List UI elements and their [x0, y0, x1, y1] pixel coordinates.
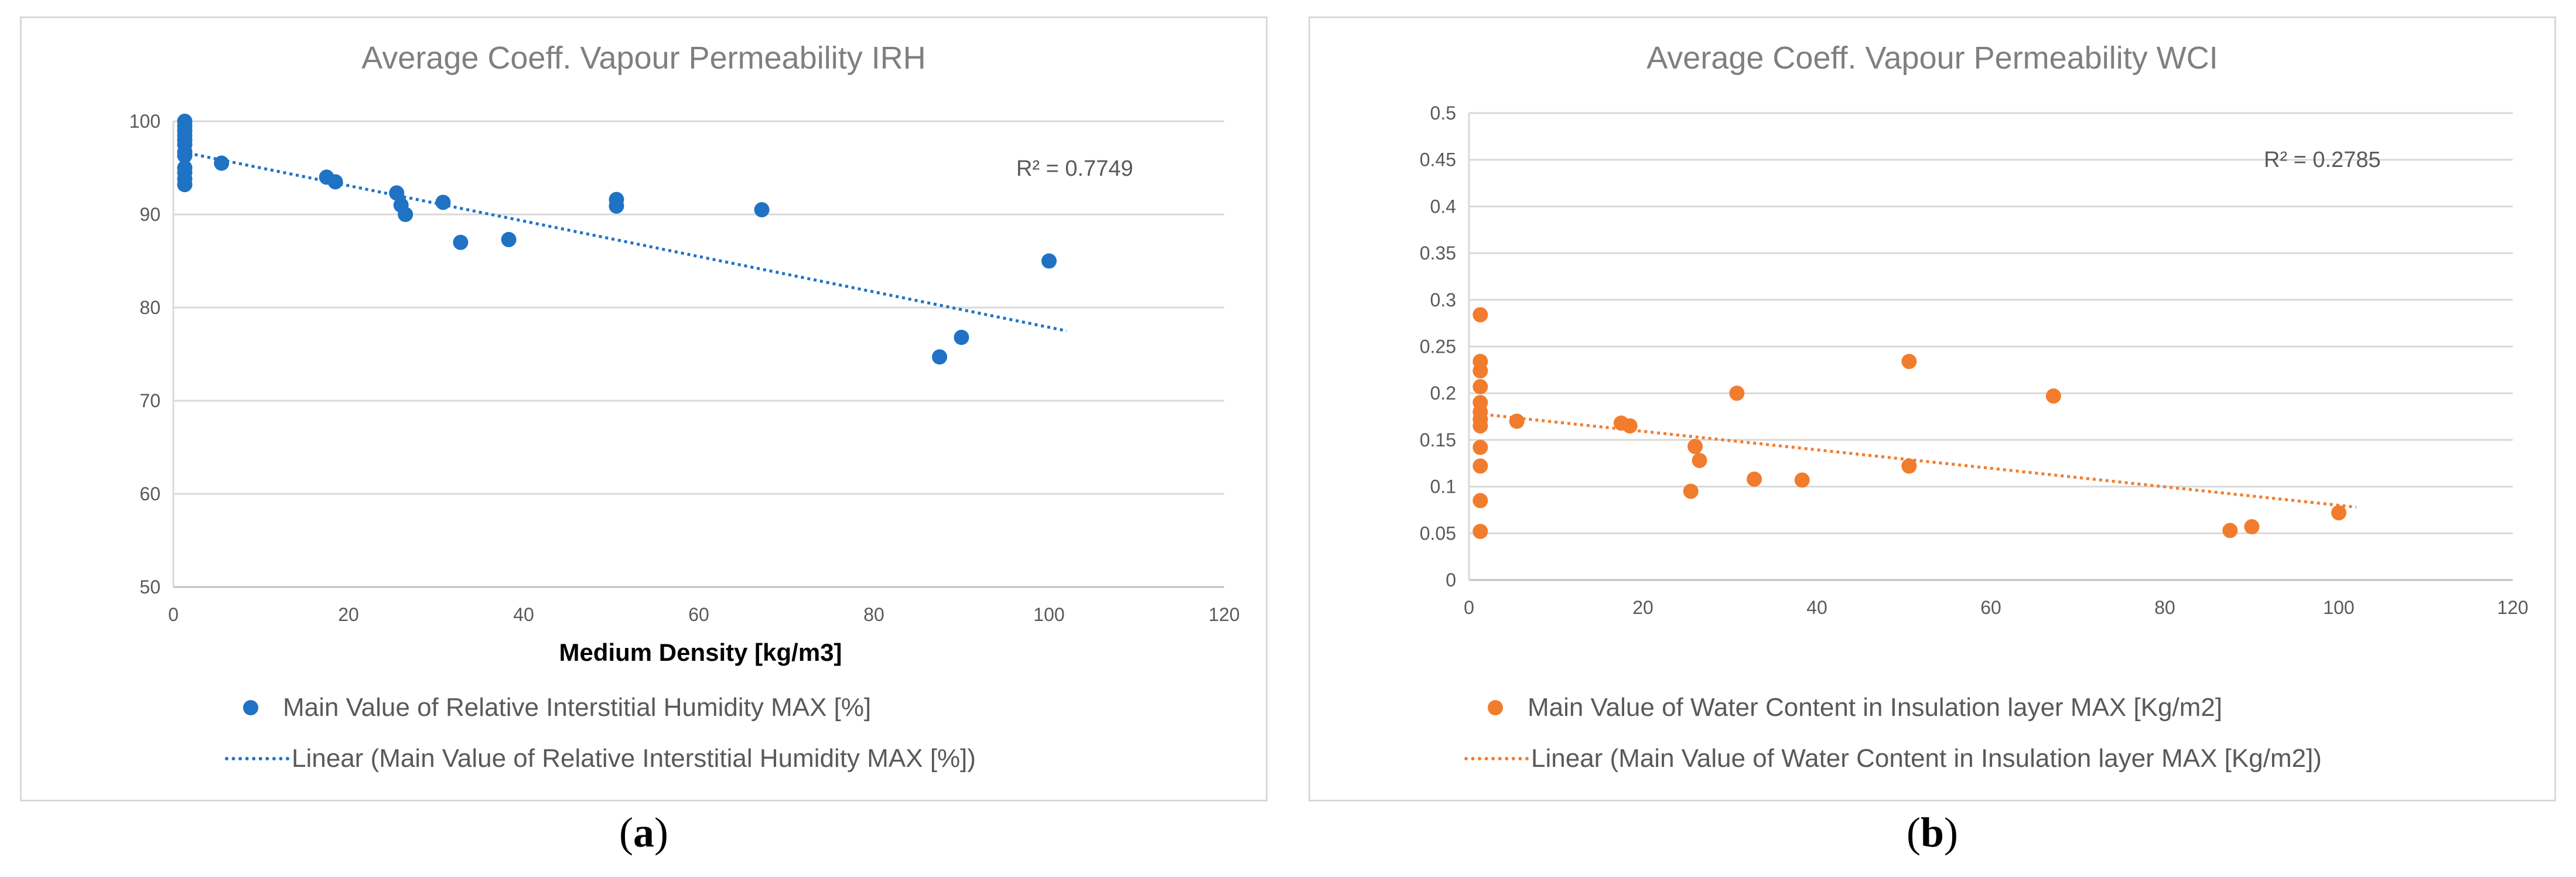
y-tick-label-b: 0.1	[1430, 476, 1456, 497]
data-point-a	[954, 329, 969, 345]
y-tick-label-b: 0.3	[1430, 289, 1456, 310]
chart-frame-b	[1309, 16, 2556, 801]
y-tick-label-a: 80	[139, 297, 160, 318]
data-point-b	[1473, 418, 1488, 434]
data-point-a	[327, 174, 343, 190]
x-tick-label-b: 120	[2497, 597, 2528, 618]
legend-marker-dot-a	[243, 700, 258, 715]
y-tick-label-b: 0.25	[1420, 336, 1456, 357]
x-tick-label-a: 20	[338, 604, 359, 625]
data-point-a	[398, 207, 414, 222]
x-tick-label-a: 120	[1208, 604, 1239, 625]
x-tick-label-b: 60	[1980, 597, 2001, 618]
data-point-b	[1473, 524, 1488, 540]
y-tick-label-a: 90	[139, 204, 160, 225]
y-tick-label-a: 70	[139, 390, 160, 411]
data-point-b	[1473, 458, 1488, 474]
y-tick-label-b: 0.05	[1420, 523, 1456, 544]
panel-label-a: (a)	[619, 809, 668, 856]
chart-frame-a	[20, 16, 1267, 801]
legend-scatter-a: Main Value of Relative Interstitial Humi…	[243, 693, 871, 722]
legend-marker-dot-b	[1488, 700, 1503, 715]
data-point-b	[1692, 452, 1707, 468]
data-point-a	[1041, 253, 1057, 269]
data-point-b	[2244, 519, 2260, 535]
legend-trend-b: Linear (Main Value of Water Content in I…	[1464, 744, 2322, 773]
data-point-b	[1747, 471, 1762, 487]
legend-trend-label-b: Linear (Main Value of Water Content in I…	[1531, 744, 2322, 773]
x-tick-label-a: 0	[168, 604, 179, 625]
chart-title-b: Average Coeff. Vapour Permeability WCI	[1646, 40, 2218, 76]
data-point-a	[609, 198, 624, 214]
y-tick-label-b: 0.5	[1430, 103, 1456, 124]
y-tick-label-b: 0.15	[1420, 429, 1456, 451]
x-tick-label-a: 60	[688, 604, 709, 625]
data-point-b	[1901, 458, 1917, 474]
x-tick-label-b: 80	[2154, 597, 2175, 618]
data-point-a	[435, 194, 451, 210]
data-point-a	[389, 185, 405, 201]
data-point-b	[2331, 505, 2346, 521]
data-point-a	[214, 155, 230, 171]
y-tick-label-a: 100	[129, 111, 160, 132]
chart-title-a: Average Coeff. Vapour Permeability IRH	[361, 40, 926, 76]
data-point-a	[453, 234, 469, 250]
legend-trend-a: Linear (Main Value of Relative Interstit…	[225, 744, 976, 773]
r-squared-annotation-b: R² = 0.2785	[2264, 148, 2381, 172]
legend-marker-dotted-line-b	[1464, 757, 1529, 760]
data-point-b	[1729, 385, 1745, 401]
data-point-a	[501, 231, 517, 247]
x-tick-label-b: 0	[1464, 597, 1474, 618]
x-tick-label-a: 40	[513, 604, 534, 625]
y-tick-label-b: 0.45	[1420, 149, 1456, 170]
data-point-b	[1473, 307, 1488, 323]
data-point-b	[1473, 493, 1488, 509]
panel-label-b: (b)	[1906, 809, 1958, 856]
y-tick-label-b: 0.4	[1430, 196, 1456, 217]
data-point-b	[1473, 379, 1488, 395]
data-point-b	[1901, 354, 1917, 370]
legend-scatter-label-a: Main Value of Relative Interstitial Humi…	[283, 693, 872, 722]
data-point-b	[2045, 388, 2061, 404]
y-tick-label-b: 0.35	[1420, 243, 1456, 264]
x-tick-label-a: 100	[1033, 604, 1064, 625]
x-tick-label-a: 80	[863, 604, 884, 625]
y-tick-label-b: 0	[1446, 569, 1456, 591]
x-tick-label-b: 20	[1632, 597, 1653, 618]
data-point-b	[1473, 363, 1488, 378]
data-point-b	[1794, 472, 1810, 488]
data-point-b	[2222, 523, 2238, 538]
r-squared-annotation-a: R² = 0.7749	[1016, 156, 1133, 181]
legend-scatter-b: Main Value of Water Content in Insulatio…	[1488, 693, 2222, 722]
data-point-a	[177, 177, 193, 193]
data-point-b	[1509, 414, 1525, 429]
legend-marker-dotted-line-a	[225, 757, 289, 760]
data-point-a	[932, 349, 948, 365]
x-axis-label-a: Medium Density [kg/m3]	[559, 639, 842, 666]
x-tick-label-b: 40	[1806, 597, 1827, 618]
data-point-b	[1473, 439, 1488, 455]
y-tick-label-b: 0.2	[1430, 383, 1456, 404]
x-tick-label-b: 100	[2323, 597, 2354, 618]
data-point-a	[177, 148, 193, 163]
data-point-b	[1683, 483, 1699, 499]
legend-trend-label-a: Linear (Main Value of Relative Interstit…	[292, 744, 976, 773]
trendline-b	[1477, 412, 2356, 509]
data-point-b	[1622, 418, 1638, 434]
data-point-a	[754, 202, 770, 218]
legend-scatter-label-b: Main Value of Water Content in Insulatio…	[1528, 693, 2223, 722]
data-point-b	[1687, 439, 1703, 455]
y-tick-label-a: 50	[139, 576, 160, 598]
y-tick-label-a: 60	[139, 483, 160, 504]
